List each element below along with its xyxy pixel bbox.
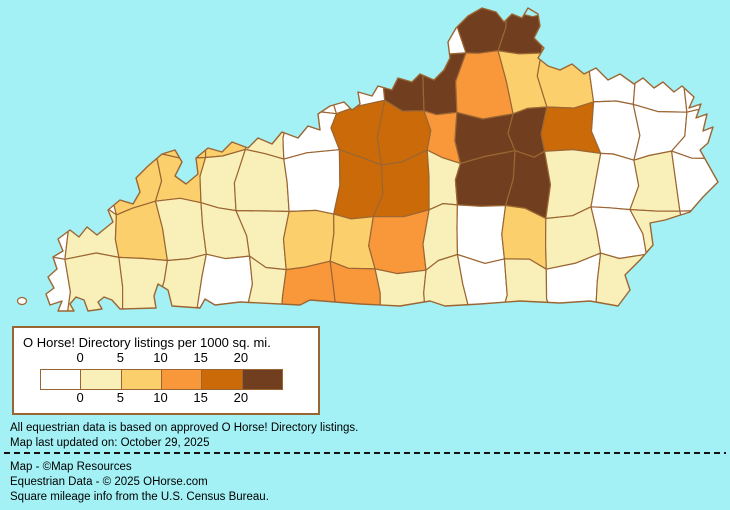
legend-tick-label: 10 [153,390,168,405]
county-cell [193,103,251,159]
county-cell [203,8,243,59]
county-cell [66,8,114,64]
legend-title: O Horse! Directory listings per 1000 sq.… [23,335,271,350]
legend-swatch [160,370,202,389]
note-data-source: All equestrian data is based on approved… [10,422,359,434]
county-cell [536,52,595,109]
legend-tick-label: 20 [233,390,249,405]
state-outline [45,7,719,312]
county-cell [497,9,555,55]
county-cell [196,253,253,311]
county-cell [322,8,386,63]
county-cell [285,51,338,115]
county-cell [106,45,159,114]
county-cell [374,268,427,311]
kentucky-choropleth-map [16,7,719,312]
legend-tick-label: 0 [76,390,84,405]
county-cell [631,253,681,311]
legend-tick-label: 15 [193,350,208,365]
county-cell [69,56,115,114]
county-cell [46,255,72,311]
county-cell [630,8,686,61]
county-cell [540,8,599,58]
county-cell [46,55,74,114]
county-cell [46,96,78,162]
legend-swatch [80,370,121,389]
county-cell [630,44,688,113]
legend-tick-label: 10 [153,350,168,365]
river-island [16,296,28,306]
legend-swatch [201,370,242,389]
county-cell [106,8,166,58]
credit-map-resources: Map - ©Map Resources [10,461,132,473]
county-cell [104,100,157,154]
county-cell [69,107,115,159]
legend-color-bar [40,369,283,390]
legend-tick-label: 5 [116,390,124,405]
legend-tick-label: 20 [233,350,249,365]
county-cell [677,260,718,311]
county-cell [233,148,290,213]
county-cell [46,153,81,215]
county-cell [149,48,205,112]
county-cell [594,252,648,311]
county-cell [329,213,376,270]
county-cell [670,150,718,214]
legend-tick-label: 5 [116,350,124,365]
county-cell [456,204,507,264]
credit-census-bureau: Square mileage info from the U.S. Census… [10,491,269,503]
county-cell [280,260,338,311]
legend-tick-label: 15 [193,390,208,405]
county-cell [72,149,118,216]
county-cell [672,8,718,59]
county-cell [456,253,508,311]
county-cell [285,8,334,63]
legend-swatch [120,370,161,389]
kentucky-map-svg [16,7,719,312]
note-last-updated: Map last updated on: October 29, 2025 [10,437,210,449]
county-cell [236,8,291,59]
county-cell [369,8,428,59]
legend-swatch [41,370,81,389]
county-cell [587,8,639,61]
county-cell [237,51,293,111]
county-cell [282,209,335,271]
county-cell [329,260,381,311]
dashed-separator [4,452,726,454]
legend-swatch [241,370,282,389]
legend-ticks-bottom: 0 5 10 15 20 [14,390,318,406]
legend-ticks-top: 0 5 10 15 20 [14,350,318,366]
legend-box: O Horse! Directory listings per 1000 sq.… [12,326,320,415]
county-cell [149,8,212,55]
county-cell [152,100,207,160]
credit-equestrian-data: Equestrian Data - © 2025 OHorse.com [10,476,208,488]
county-cell [677,210,718,267]
county-cell [368,209,430,275]
county-cell [283,149,341,215]
county-cell [193,49,251,112]
legend-tick-label: 0 [76,350,84,365]
county-cell [46,8,71,61]
